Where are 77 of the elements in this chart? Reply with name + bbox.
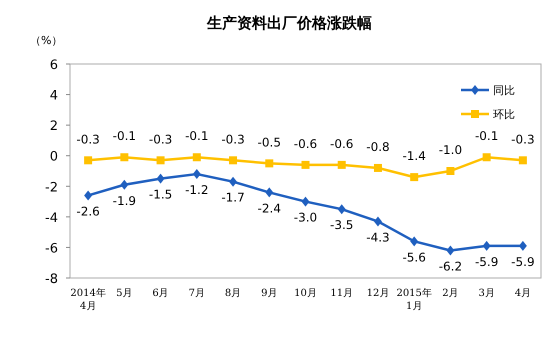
point <box>229 156 238 164</box>
point <box>518 156 527 164</box>
x-tick-label: 2月 <box>442 288 459 299</box>
data-label: -0.6 <box>294 136 318 151</box>
point <box>192 169 201 180</box>
data-label: -5.9 <box>511 254 535 269</box>
x-tick-label: 4月 <box>514 288 532 299</box>
data-label: -1.4 <box>402 149 426 164</box>
point <box>84 190 92 200</box>
y-tick-label: 4 <box>50 88 58 104</box>
legend-label: 环比 <box>493 108 515 121</box>
point <box>156 156 165 164</box>
y-tick-label: 6 <box>50 58 58 73</box>
point <box>302 196 310 207</box>
x-tick-label: 3月 <box>478 288 495 299</box>
point <box>120 153 128 162</box>
x-tick-label: 7月 <box>188 288 205 299</box>
y-tick-label: -2 <box>45 180 58 196</box>
data-label: -0.8 <box>366 140 390 154</box>
point <box>265 187 274 198</box>
data-label: -0.1 <box>185 129 209 144</box>
point <box>338 160 346 169</box>
data-label: -1.2 <box>185 183 209 198</box>
point <box>482 240 491 251</box>
point <box>229 176 238 187</box>
point <box>446 167 454 175</box>
legend-label: 同比 <box>493 84 515 97</box>
x-tick-label: 8月 <box>224 288 242 299</box>
y-tick-label: -4 <box>45 210 58 226</box>
y-tick-label: 2 <box>50 119 58 134</box>
data-label: -1.5 <box>148 188 172 202</box>
y-tick-label: -6 <box>45 241 58 256</box>
data-label: -0.3 <box>148 132 172 146</box>
point <box>156 174 165 184</box>
point <box>374 216 382 226</box>
data-label: -0.1 <box>112 129 136 144</box>
data-label: -1.0 <box>438 143 462 157</box>
point <box>192 153 201 162</box>
point <box>120 180 128 190</box>
y-axis-title: （%） <box>30 34 62 47</box>
x-tick-label: 5月 <box>116 288 133 299</box>
data-label: -4.3 <box>366 230 390 244</box>
data-label: -0.3 <box>76 132 100 146</box>
point <box>410 236 418 246</box>
data-label: -2.6 <box>76 204 100 218</box>
point <box>302 160 310 169</box>
data-label: -0.6 <box>330 136 354 151</box>
point <box>374 164 382 172</box>
data-label: -1.9 <box>112 194 136 208</box>
chart-title: 生产资料出厂价格涨跌幅 <box>206 14 372 32</box>
point <box>265 159 274 168</box>
data-label: -0.3 <box>221 132 245 146</box>
point <box>482 153 491 162</box>
data-label: -0.5 <box>258 135 281 150</box>
data-label: -3.5 <box>330 218 354 232</box>
y-tick-label: 0 <box>50 150 58 165</box>
x-tick-label: 12月 <box>366 288 390 299</box>
data-label: -1.7 <box>221 190 245 205</box>
data-label: -6.2 <box>438 259 462 274</box>
data-label: -5.6 <box>402 250 426 264</box>
data-label: -0.3 <box>511 132 535 146</box>
data-label: -2.4 <box>258 201 281 216</box>
x-tick-label: 11月 <box>330 288 354 299</box>
data-label: -5.9 <box>474 254 498 269</box>
x-tick-label: 2014年 4月 <box>70 287 106 312</box>
x-tick-label: 9月 <box>261 288 278 299</box>
x-tick-label: 10月 <box>294 288 317 299</box>
point <box>446 245 454 256</box>
x-tick-label: 2015年 1月 <box>396 287 432 312</box>
y-tick-label: -8 <box>45 272 58 287</box>
data-label: -3.0 <box>294 210 318 225</box>
data-label: -0.1 <box>474 129 498 144</box>
point <box>518 240 527 251</box>
point <box>84 156 92 164</box>
point <box>410 173 418 182</box>
point <box>338 204 346 214</box>
x-tick-label: 6月 <box>152 288 169 299</box>
